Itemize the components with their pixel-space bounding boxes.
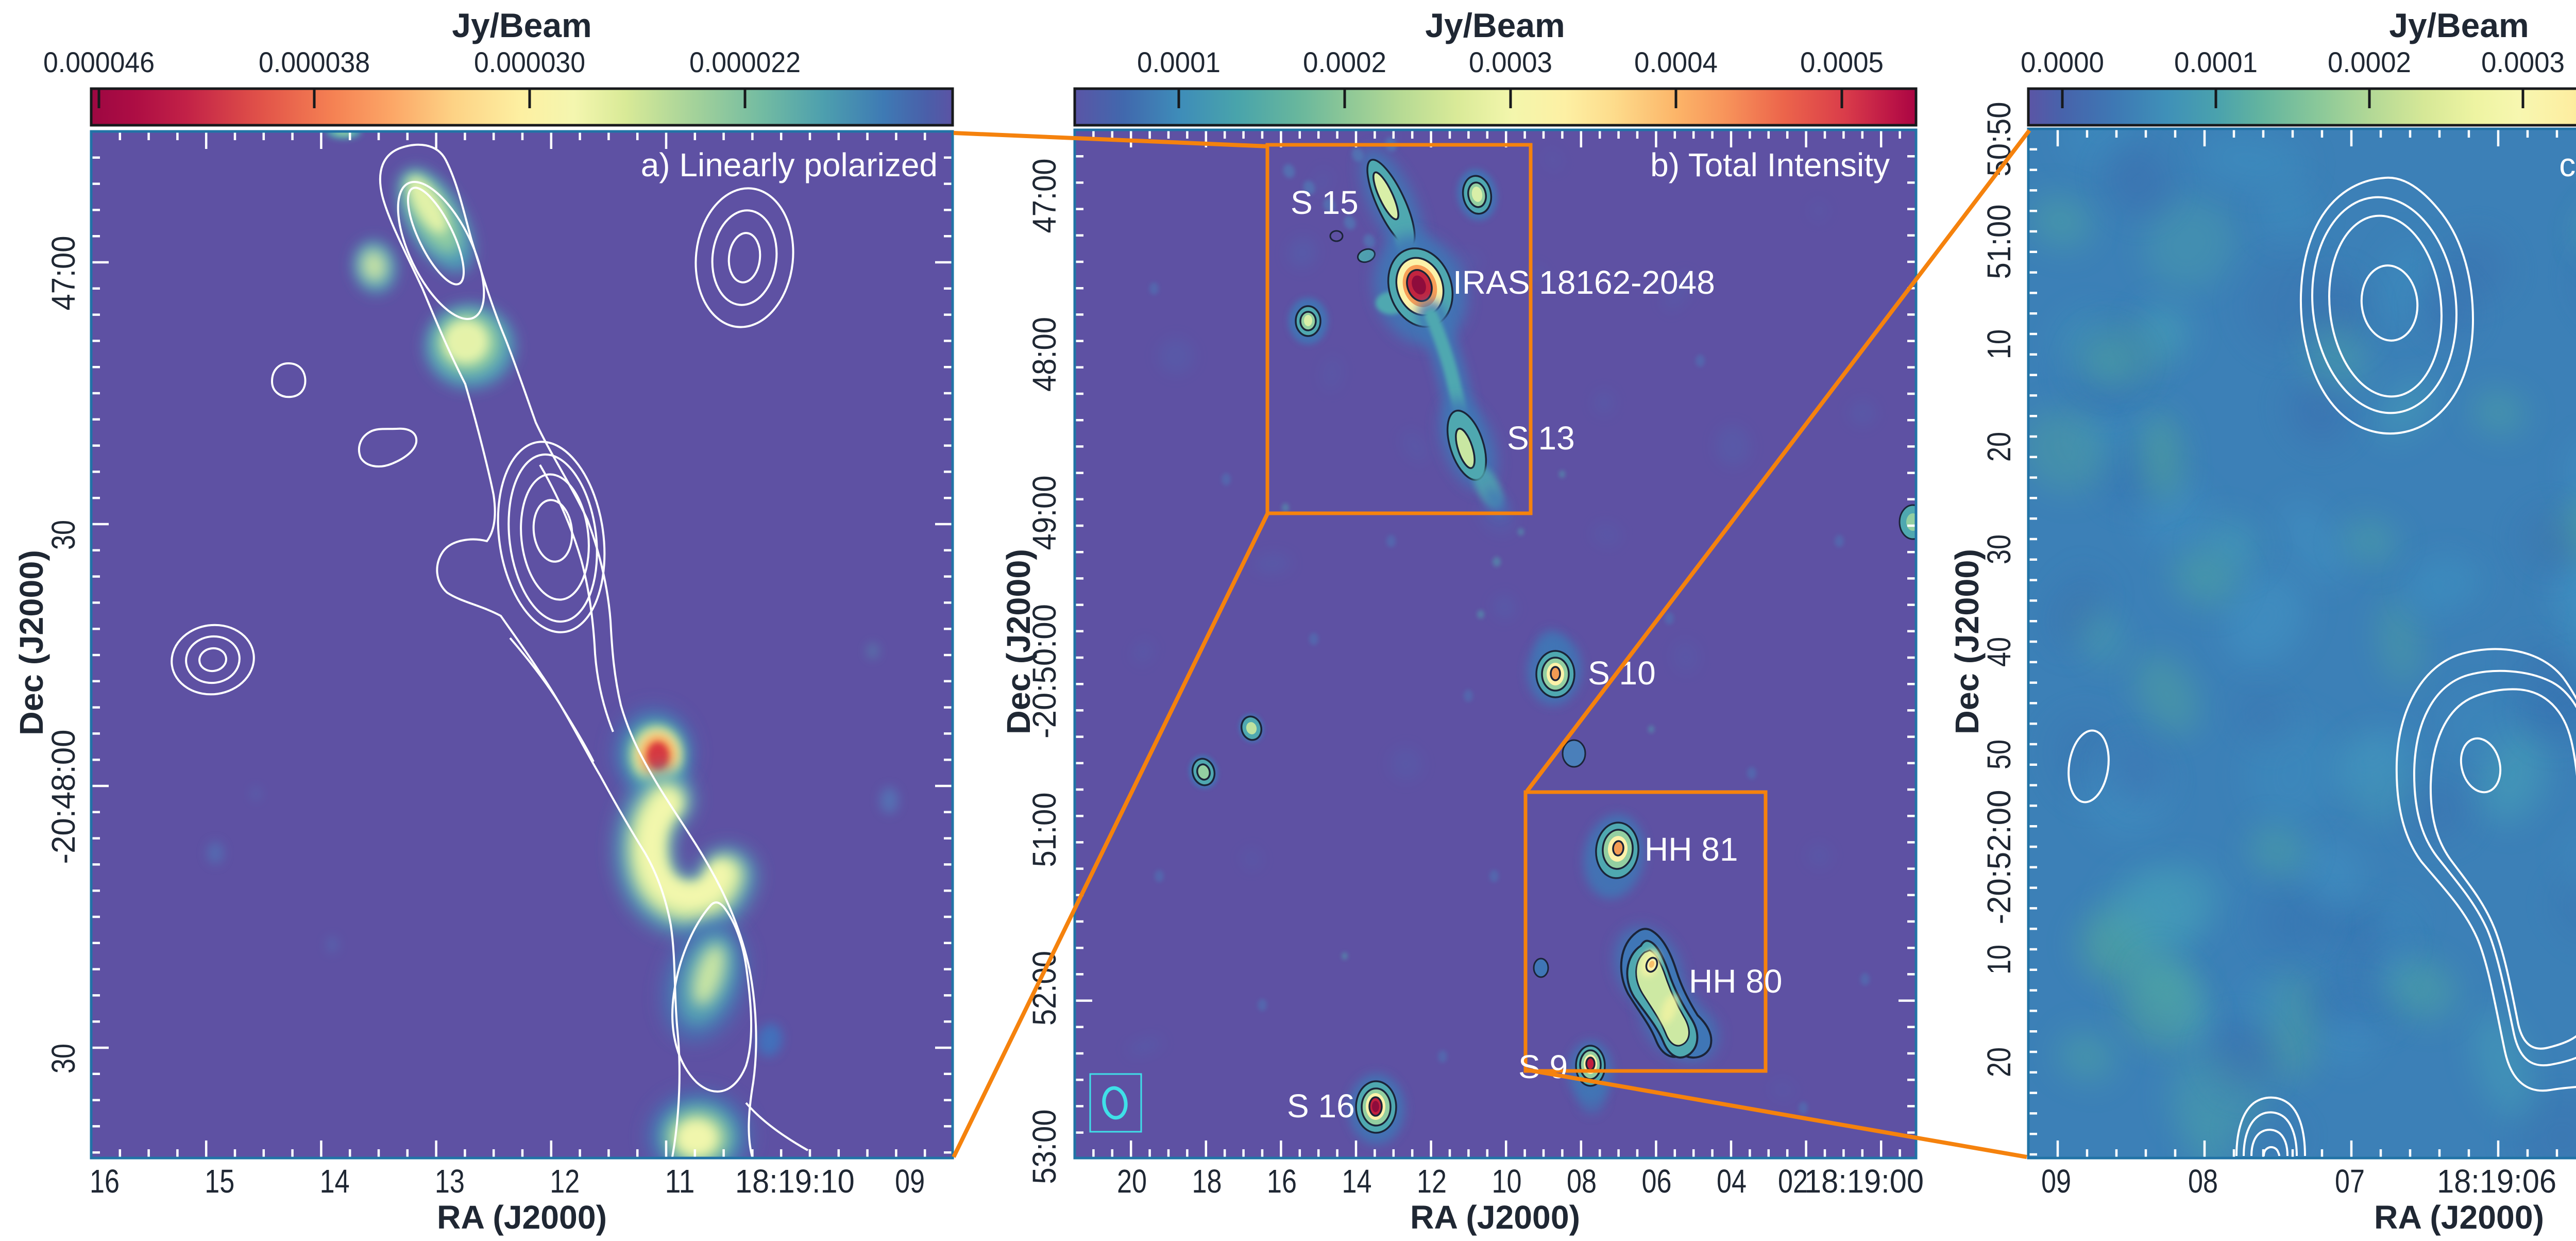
svg-text:51:00: 51:00 (1980, 205, 2018, 279)
svg-text:-20:48:00: -20:48:00 (45, 730, 82, 864)
svg-text:47:00: 47:00 (45, 236, 82, 311)
svg-text:Jy/Beam: Jy/Beam (1425, 6, 1565, 44)
svg-text:16: 16 (1267, 1163, 1297, 1200)
svg-text:20: 20 (1980, 432, 2018, 462)
svg-text:51:00: 51:00 (1026, 793, 1063, 867)
svg-text:50:50: 50:50 (1980, 102, 2018, 177)
svg-text:15: 15 (205, 1163, 234, 1200)
svg-text:S 10: S 10 (1588, 655, 1656, 692)
svg-text:10: 10 (1980, 945, 2018, 975)
svg-text:09: 09 (895, 1163, 925, 1200)
svg-text:06: 06 (1642, 1163, 1672, 1200)
svg-text:20: 20 (1980, 1047, 2018, 1077)
svg-text:16: 16 (90, 1163, 120, 1200)
svg-text:52:00: 52:00 (1026, 951, 1063, 1026)
svg-text:53:00: 53:00 (1026, 1110, 1063, 1184)
svg-text:07: 07 (2335, 1163, 2365, 1200)
svg-text:30: 30 (45, 520, 82, 550)
svg-text:b) Total Intensity: b) Total Intensity (1650, 146, 1890, 183)
svg-text:18:19:10: 18:19:10 (735, 1163, 855, 1200)
svg-text:47:00: 47:00 (1026, 159, 1063, 233)
svg-text:18:19:00: 18:19:00 (1804, 1163, 1924, 1200)
svg-text:IRAS 18162-2048: IRAS 18162-2048 (1453, 264, 1715, 301)
svg-text:0.0001: 0.0001 (2174, 46, 2258, 78)
svg-text:-20:50:00: -20:50:00 (1026, 604, 1063, 739)
svg-text:0.000046: 0.000046 (43, 46, 155, 78)
svg-text:0.000022: 0.000022 (689, 46, 801, 78)
svg-text:RA (J2000): RA (J2000) (437, 1199, 607, 1236)
svg-text:48:00: 48:00 (1026, 317, 1063, 392)
svg-text:Dec (J2000): Dec (J2000) (13, 550, 50, 735)
svg-text:30: 30 (1980, 534, 2018, 564)
svg-text:12: 12 (1417, 1163, 1447, 1200)
svg-text:S 16: S 16 (1287, 1087, 1355, 1125)
svg-text:HH 80: HH 80 (1689, 963, 1782, 1000)
svg-text:Dec (J2000): Dec (J2000) (1948, 549, 1986, 734)
svg-text:04: 04 (1717, 1163, 1747, 1200)
svg-text:0.0003: 0.0003 (2481, 46, 2565, 78)
svg-text:RA (J2000): RA (J2000) (2374, 1199, 2544, 1236)
svg-text:S 9: S 9 (1518, 1048, 1568, 1085)
svg-text:0.0005: 0.0005 (1800, 46, 1884, 78)
svg-text:30: 30 (45, 1044, 82, 1074)
svg-text:12: 12 (550, 1163, 580, 1200)
svg-text:02: 02 (1778, 1163, 1808, 1200)
svg-text:0.0000: 0.0000 (2021, 46, 2104, 78)
svg-text:S 15: S 15 (1291, 184, 1359, 221)
svg-text:10: 10 (1492, 1163, 1522, 1200)
svg-text:a) Linearly polarized: a) Linearly polarized (641, 146, 938, 183)
svg-text:18: 18 (1192, 1163, 1222, 1200)
svg-text:HH 81: HH 81 (1645, 831, 1738, 868)
svg-text:14: 14 (320, 1163, 350, 1200)
svg-text:49:00: 49:00 (1026, 476, 1063, 550)
svg-text:-20:52:00: -20:52:00 (1980, 790, 2018, 925)
svg-text:13: 13 (435, 1163, 465, 1200)
svg-text:Dec (J2000): Dec (J2000) (1000, 549, 1037, 734)
svg-text:0.0002: 0.0002 (1303, 46, 1386, 78)
svg-text:0.0001: 0.0001 (1137, 46, 1221, 78)
svg-text:18:19:06: 18:19:06 (2437, 1163, 2556, 1200)
svg-text:S 13: S 13 (1507, 420, 1575, 457)
svg-text:RA (J2000): RA (J2000) (1410, 1199, 1580, 1236)
svg-text:20: 20 (1117, 1163, 1147, 1200)
svg-text:08: 08 (1567, 1163, 1597, 1200)
svg-text:Jy/Beam: Jy/Beam (452, 6, 592, 44)
svg-text:Jy/Beam: Jy/Beam (2389, 6, 2529, 44)
svg-text:50: 50 (1980, 740, 2018, 769)
svg-text:0.0003: 0.0003 (1469, 46, 1552, 78)
svg-text:09: 09 (2041, 1163, 2071, 1200)
svg-text:0.000030: 0.000030 (474, 46, 585, 78)
svg-text:14: 14 (1342, 1163, 1372, 1200)
svg-text:0.000038: 0.000038 (259, 46, 370, 78)
svg-text:c) Linearly polarized: c) Linearly polarized (2559, 146, 2576, 183)
svg-text:10: 10 (1980, 329, 2018, 359)
svg-text:0.0002: 0.0002 (2328, 46, 2411, 78)
svg-text:08: 08 (2188, 1163, 2218, 1200)
svg-text:40: 40 (1980, 637, 2018, 667)
svg-text:0.0004: 0.0004 (1634, 46, 1718, 78)
svg-text:11: 11 (665, 1163, 695, 1200)
